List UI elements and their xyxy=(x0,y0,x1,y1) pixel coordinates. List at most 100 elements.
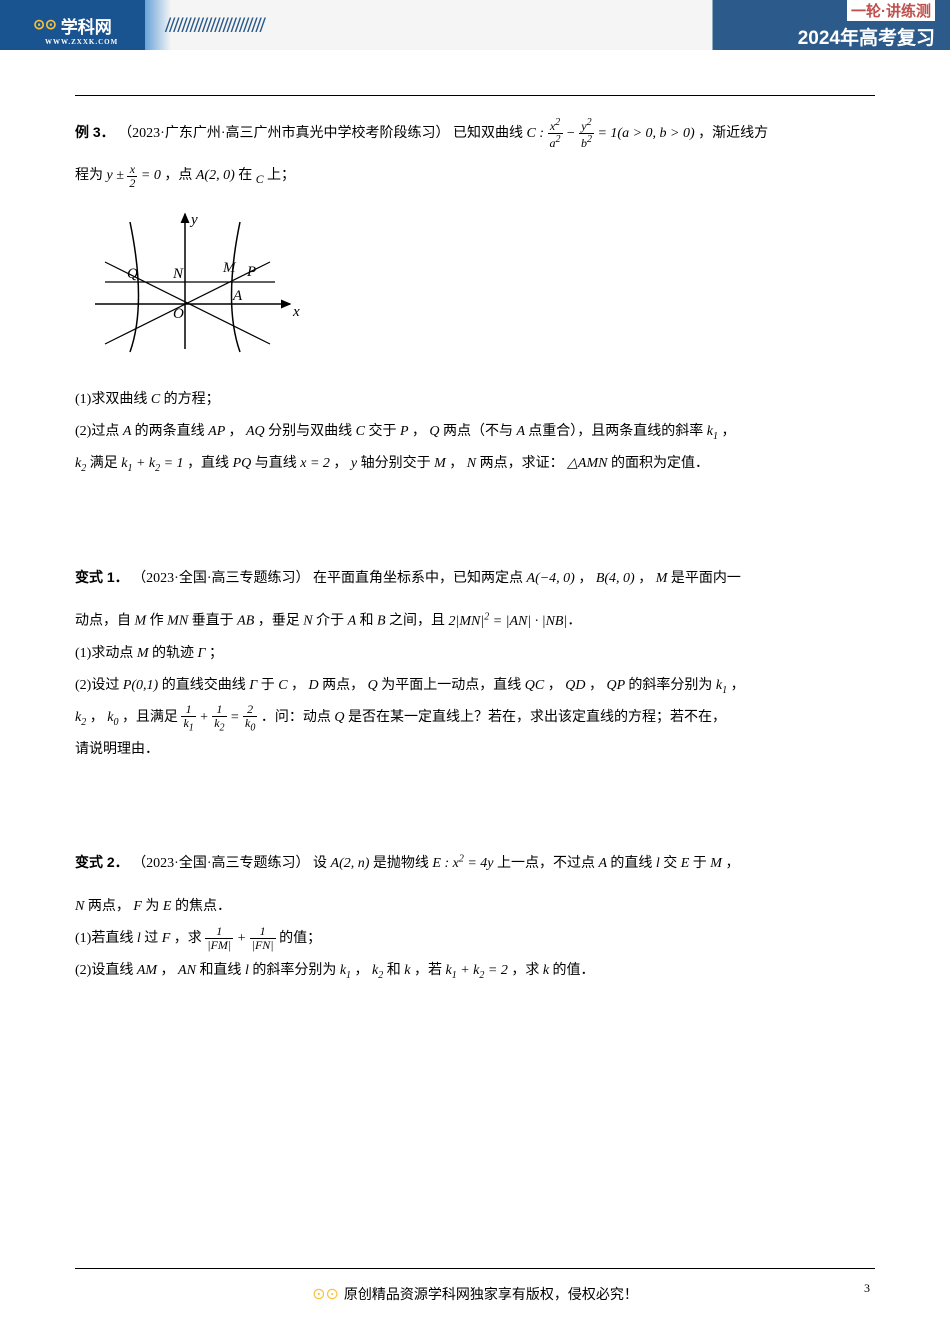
var1-l2c: 垂直于 xyxy=(192,614,234,629)
var2-k: k xyxy=(404,963,410,978)
var1-l2a: 动点，自 xyxy=(75,614,131,629)
label-O: O xyxy=(173,306,184,322)
ex3-p2f: ， xyxy=(412,424,426,439)
ex3-AP: AP xyxy=(208,424,228,439)
var1-P: P(0,1) xyxy=(123,678,162,693)
var1-p4: 请说明理由． xyxy=(75,742,159,757)
ex3-N2: N xyxy=(467,456,480,471)
var2-p1c: ，求 xyxy=(174,931,202,946)
ex3-yaxis: y xyxy=(351,456,361,471)
header-stripes: //////////////////////// xyxy=(165,12,264,38)
ex3-p3e: 轴分别交于 xyxy=(361,456,431,471)
var1-G2: Γ xyxy=(249,678,260,693)
var1-l2b: 作 xyxy=(150,614,164,629)
var2-source: （2023·全国·高三专题练习） xyxy=(132,856,309,871)
label-x: x xyxy=(292,304,300,320)
var2-l2a: 两点， xyxy=(88,899,130,914)
var1-p2d: ， xyxy=(291,678,305,693)
var2-p2a: (2)设直线 xyxy=(75,963,133,978)
footer-logo-icon: ⊙⊙ xyxy=(312,1284,339,1304)
var2-E2: E xyxy=(681,856,693,871)
ex3-k1a: k1 xyxy=(707,424,718,439)
var1-part2: (2)设过 P(0,1) 的直线交曲线 Γ 于 C ， D 两点， Q 为平面上… xyxy=(75,670,875,702)
var1-k1: k1 xyxy=(716,678,727,693)
label-P: P xyxy=(246,264,256,280)
var1-QC: QC xyxy=(525,678,544,693)
var2-ie: 交 xyxy=(663,856,677,871)
ex3-p2h: 点重合），且两条直线的斜率 xyxy=(528,424,703,439)
ex3-intro-b: ，渐近线方 xyxy=(698,126,768,141)
var1-B: B(4, 0) xyxy=(596,571,635,586)
var1-p2e: 两点， xyxy=(322,678,364,693)
var2-p2d: 的斜率分别为 xyxy=(252,963,336,978)
var1-source: （2023·全国·高三专题练习） xyxy=(132,571,309,586)
ex3-l2d: 上； xyxy=(267,168,295,183)
var2-E3: E xyxy=(163,899,175,914)
ex3-PQ: PQ xyxy=(233,456,255,471)
var2-p1a: (1)若直线 xyxy=(75,931,133,946)
ex3-p2d: 分别与双曲线 xyxy=(268,424,352,439)
ex3-AQ: AQ xyxy=(246,424,268,439)
var2-F: F xyxy=(133,899,145,914)
problem-ex3-line2: 程为 y ± x2 = 0 ，点 A(2, 0) 在 C 上； xyxy=(75,160,875,194)
ex3-M2: M xyxy=(434,456,449,471)
var2-ig: ， xyxy=(725,856,739,871)
ex3-p2a: (2)过点 xyxy=(75,424,119,439)
var1-k2: k2 xyxy=(75,710,90,725)
page-number: 3 xyxy=(864,1281,870,1296)
var1-p2i: 的斜率分别为 xyxy=(628,678,712,693)
label-Q: Q xyxy=(127,266,138,282)
ex3-p2i: ， xyxy=(721,424,735,439)
footer-text: 原创精品资源学科网独家享有版权，侵权必究！ xyxy=(344,1284,638,1304)
ex3-C3: C xyxy=(356,424,369,439)
var1-id: 是平面内一 xyxy=(671,571,741,586)
var2-ia: 设 xyxy=(313,856,327,871)
var1-p1b: 的轨迹 xyxy=(152,646,194,661)
ex3-p3a: 满足 xyxy=(90,456,118,471)
ex3-l2c: 在 xyxy=(238,168,252,183)
header-badge: 一轮·讲练测 xyxy=(847,0,935,21)
var1-MN: MN xyxy=(167,614,192,629)
var2-N: N xyxy=(75,899,88,914)
var1-Q2: Q xyxy=(334,710,348,725)
var2-id: 的直线 xyxy=(610,856,652,871)
ex3-AMN: △AMN xyxy=(567,456,611,471)
var2-line2: N 两点， F 为 E 的焦点． xyxy=(75,891,875,923)
var2-k1: k1 xyxy=(340,963,351,978)
var2-frac: 1|FM| + 1|FN| xyxy=(205,931,279,946)
label-M: M xyxy=(222,260,237,276)
logo-text: 学科网 xyxy=(61,13,112,38)
var2-ib: 是抛物线 xyxy=(373,856,429,871)
var2-part2: (2)设直线 AM ， AN 和直线 l 的斜率分别为 k1 ， k2 和 k … xyxy=(75,955,875,987)
var1-label: 变式 1． xyxy=(75,569,129,585)
var1-k0: k0 xyxy=(107,710,122,725)
var1-p1c: ； xyxy=(209,646,223,661)
ex3-p1b: 的方程； xyxy=(164,392,220,407)
var1-part3: k2 ， k0 ，且满足 1k1 + 1k2 = 2k0 ．问：动点 Q 是否在… xyxy=(75,702,875,734)
var1-M: M xyxy=(656,571,671,586)
ex3-part2: (2)过点 A 的两条直线 AP ， AQ 分别与双曲线 C 交于 P ， Q … xyxy=(75,416,875,448)
var1-part4: 请说明理由． xyxy=(75,734,875,766)
var1-ia: 在平面直角坐标系中，已知两定点 xyxy=(313,571,523,586)
var2-A2: A xyxy=(599,856,611,871)
ex3-p3g: 两点，求证： xyxy=(480,456,564,471)
ex3-A2: A xyxy=(123,424,135,439)
ex3-l2b: ，点 xyxy=(164,168,192,183)
var1-A: A(−4, 0) xyxy=(527,571,575,586)
var2-p2e: ， xyxy=(355,963,369,978)
var2-part1: (1)若直线 l 过 F ，求 1|FM| + 1|FN| 的值； xyxy=(75,923,875,955)
ex3-p1-C: C xyxy=(151,392,160,407)
var1-p1a: (1)求动点 xyxy=(75,646,133,661)
var1-fraceq: 1k1 + 1k2 = 2k0 xyxy=(181,710,260,725)
var2-F2: F xyxy=(162,931,171,946)
content-rule xyxy=(75,95,875,96)
var2-if: 于 xyxy=(693,856,707,871)
var2-p2b: ， xyxy=(161,963,175,978)
var1-N: N xyxy=(303,614,316,629)
var1-p2f: 为平面上一动点，直线 xyxy=(381,678,521,693)
var2-p2g: ，若 xyxy=(414,963,442,978)
var2-l2c: 的焦点． xyxy=(175,899,231,914)
var1-ib: ， xyxy=(578,571,592,586)
ex3-l2a: 程为 xyxy=(75,168,103,183)
var1-eqn: 2|MN|2 = |AN| · |NB| xyxy=(449,614,568,629)
